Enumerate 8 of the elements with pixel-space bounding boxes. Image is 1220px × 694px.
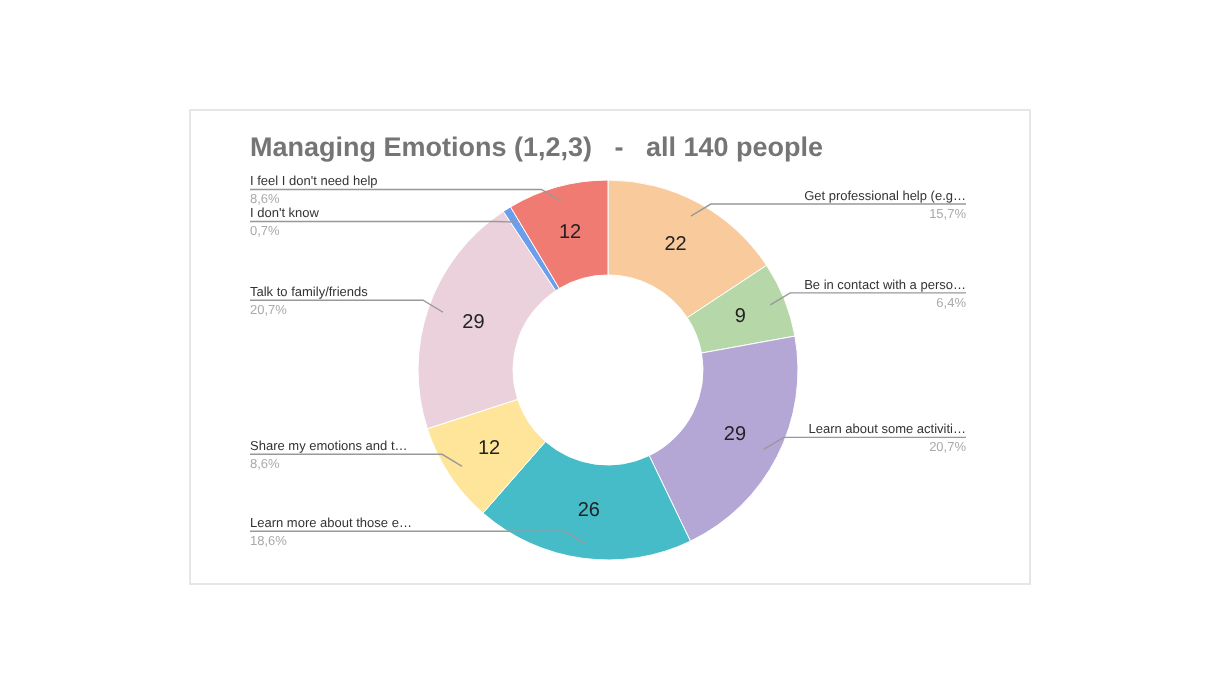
data-label: 29 <box>723 423 747 446</box>
data-label: 9 <box>734 305 747 328</box>
data-label: 29 <box>462 311 486 334</box>
data-label: 22 <box>664 233 688 256</box>
data-label: 26 <box>577 500 601 523</box>
data-label: 12 <box>477 437 502 460</box>
chart-title: Managing Emotions (1,2,3) - all 140 people <box>250 132 825 162</box>
data-label: 12 <box>558 221 583 244</box>
